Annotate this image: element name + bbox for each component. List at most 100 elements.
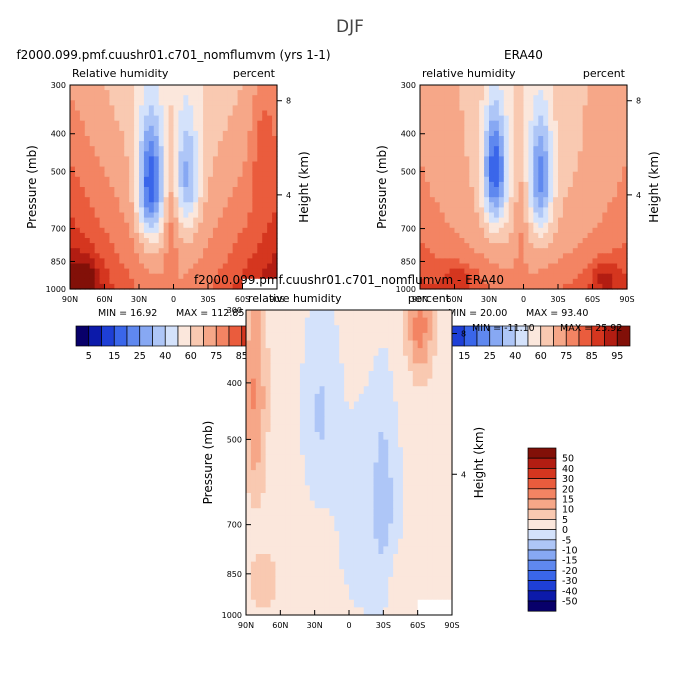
- heatmap-cell: [275, 515, 281, 525]
- heatmap-cell: [449, 130, 456, 137]
- heatmap-cell: [612, 258, 618, 265]
- heatmap-cell: [543, 156, 549, 163]
- heatmap-cell: [538, 115, 544, 122]
- heatmap-cell: [109, 120, 115, 127]
- heatmap-cell: [612, 146, 618, 152]
- heatmap-cell: [424, 258, 431, 265]
- heatmap-cell: [158, 156, 165, 163]
- heatmap-cell: [272, 161, 278, 168]
- heatmap-cell: [134, 253, 140, 259]
- heatmap-cell: [533, 248, 539, 254]
- heatmap-cell: [592, 176, 599, 183]
- heatmap-cell: [324, 310, 330, 319]
- heatmap-cell: [412, 393, 419, 403]
- heatmap-cell: [493, 176, 500, 183]
- heatmap-cell: [434, 273, 441, 280]
- heatmap-cell: [247, 176, 253, 183]
- heatmap-cell: [173, 232, 180, 239]
- heatmap-cell: [94, 156, 101, 163]
- heatmap-cell: [148, 171, 155, 178]
- heatmap-cell: [114, 141, 120, 147]
- heatmap-cell: [523, 263, 530, 270]
- heatmap-cell: [518, 192, 525, 198]
- heatmap-cell: [503, 90, 510, 96]
- heatmap-cell: [143, 217, 150, 224]
- heatmap-cell: [232, 181, 239, 188]
- heatmap-cell: [484, 248, 490, 254]
- heatmap-cell: [432, 371, 438, 380]
- heatmap-cell: [262, 192, 268, 198]
- heatmap-cell: [247, 278, 253, 285]
- heatmap-cell: [373, 508, 380, 517]
- heatmap-cell: [143, 176, 150, 183]
- heatmap-cell: [493, 253, 500, 259]
- heatmap-cell: [432, 470, 438, 479]
- heatmap-cell: [528, 222, 534, 229]
- heatmap-cell: [99, 187, 106, 193]
- heatmap-cell: [607, 166, 613, 173]
- heatmap-cell: [319, 576, 326, 586]
- heatmap-cell: [84, 141, 91, 147]
- heatmap-cell: [538, 110, 544, 117]
- heatmap-cell: [89, 222, 96, 229]
- heatmap-cell: [227, 222, 234, 229]
- heatmap-cell: [124, 263, 130, 270]
- heatmap-cell: [304, 432, 311, 441]
- heatmap-cell: [577, 161, 584, 168]
- heatmap-cell: [246, 523, 252, 532]
- heatmap-cell: [329, 371, 335, 380]
- heatmap-cell: [402, 310, 409, 319]
- heatmap-cell: [193, 115, 199, 122]
- heatmap-cell: [577, 156, 584, 163]
- heatmap-cell: [358, 531, 365, 540]
- heatmap-cell: [232, 105, 239, 112]
- heatmap-cell: [538, 243, 544, 249]
- heatmap-cell: [562, 273, 569, 280]
- heatmap-cell: [295, 508, 301, 517]
- heatmap-cell: [267, 202, 273, 208]
- heatmap-cell: [203, 105, 209, 112]
- heatmap-cell: [474, 212, 480, 219]
- heatmap-cell: [339, 493, 345, 502]
- heatmap-cell: [270, 363, 277, 372]
- heatmap-cell: [368, 332, 375, 342]
- heatmap-cell: [139, 268, 145, 275]
- heatmap-cell: [592, 100, 599, 106]
- heatmap-cell: [114, 207, 120, 214]
- heatmap-cell: [134, 120, 140, 127]
- heatmap-cell: [474, 238, 480, 244]
- heatmap-cell: [439, 278, 446, 285]
- heatmap-cell: [309, 500, 316, 509]
- heatmap-cell: [622, 238, 628, 244]
- heatmap-cell: [158, 248, 165, 254]
- heatmap-cell: [304, 378, 311, 387]
- heatmap-cell: [518, 161, 525, 168]
- heatmap-cell: [437, 340, 443, 349]
- heatmap-cell: [427, 325, 433, 334]
- heatmap-cell: [168, 166, 175, 173]
- heatmap-cell: [168, 243, 175, 249]
- heatmap-cell: [349, 386, 355, 395]
- heatmap-cell: [304, 561, 311, 570]
- heatmap-cell: [304, 371, 311, 380]
- heatmap-cell: [198, 263, 204, 270]
- heatmap-cell: [558, 105, 564, 112]
- heatmap-cell: [378, 424, 384, 433]
- heatmap-cell: [295, 531, 301, 540]
- heatmap-cell: [222, 222, 229, 229]
- heatmap-cell: [193, 217, 199, 224]
- heatmap-cell: [602, 146, 608, 152]
- heatmap-cell: [454, 115, 461, 122]
- heatmap-cell: [489, 125, 495, 132]
- heatmap-cell: [412, 355, 419, 364]
- heatmap-cell: [582, 141, 589, 147]
- heatmap-cell: [70, 90, 76, 96]
- heatmap-cell: [562, 227, 569, 234]
- heatmap-cell: [89, 120, 96, 127]
- heatmap-cell: [617, 187, 623, 193]
- heatmap-cell: [143, 125, 150, 132]
- heatmap-cell: [533, 115, 539, 122]
- heatmap-cell: [469, 105, 475, 112]
- heatmap-cell: [513, 192, 520, 198]
- heatmap-cell: [493, 192, 500, 198]
